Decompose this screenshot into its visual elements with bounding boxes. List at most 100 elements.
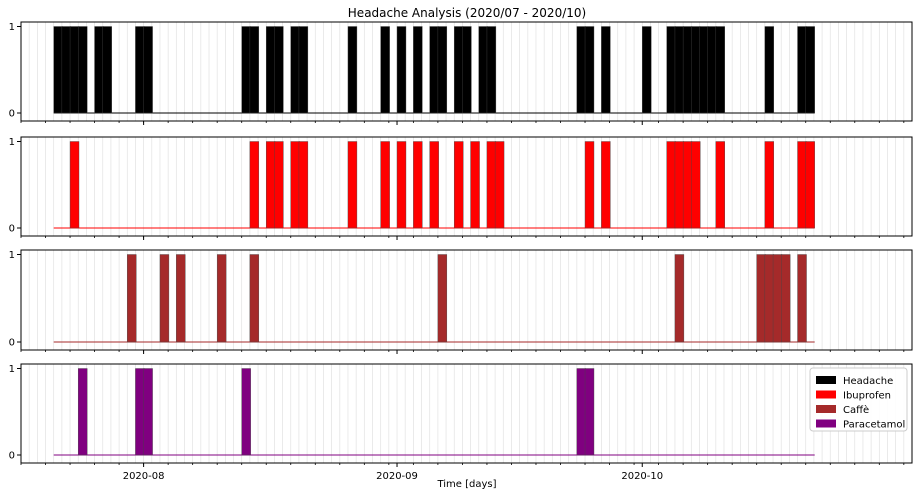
bar [764,141,775,229]
bar [584,141,595,229]
bar [216,254,227,343]
x-tick-label: 2020-10 [621,471,663,482]
bar [274,141,284,229]
bar [682,141,693,229]
panel-frame [20,136,913,237]
legend-swatch [816,419,836,428]
bar [781,254,791,343]
bar [805,141,815,229]
bar [159,254,170,343]
bar [437,26,448,114]
bar [143,26,153,114]
panel-4: 01 [9,363,913,467]
bar [454,141,464,229]
bar [715,141,725,229]
bar [699,26,709,114]
bar [241,368,251,456]
bar [298,141,309,229]
bar [682,26,693,114]
legend-label: Caffè [843,404,869,416]
bar [674,141,685,229]
panel-1: 01 [9,21,913,125]
bar [674,26,685,114]
chart-title: Headache Analysis (2020/07 - 2020/10) [348,6,586,20]
bar [249,141,260,229]
bar [486,141,497,229]
bar [274,26,284,114]
bar [805,26,815,114]
panel-frame [20,363,913,464]
bar [691,26,701,114]
legend-label: Ibuprofen [843,391,891,402]
bar [772,254,783,343]
x-axis: 2020-08 2020-09 2020-10 [123,471,663,482]
y-tick-label: 0 [9,338,15,349]
bar [53,26,63,114]
bar [249,254,260,343]
bar [94,26,104,114]
bar [127,254,137,343]
panel-frame [20,249,913,351]
y-tick-label: 1 [9,137,15,148]
legend: Headache Ibuprofen Caffè Paracetamol [809,367,908,432]
y-tick-label: 0 [9,451,15,462]
bar [584,26,595,114]
bar [396,26,407,114]
y-tick-label: 0 [9,224,15,235]
bar [666,26,676,114]
bar [601,26,611,114]
y-tick-label: 1 [9,364,15,375]
bar [69,26,80,114]
bar [78,26,88,114]
bar [380,141,390,229]
bar [396,141,407,229]
bar [584,368,595,456]
bar [797,141,807,229]
bar [429,141,439,229]
bar [691,141,701,229]
bar [266,26,276,114]
bar [135,368,145,456]
bar [454,26,464,114]
bar [249,26,260,114]
bar [674,254,685,343]
panel-2: 01 [9,136,913,240]
bar [764,254,775,343]
legend-label: Headache [843,376,893,387]
bar [756,254,766,343]
bar [61,26,72,114]
bar [707,26,717,114]
bar [494,141,505,229]
y-tick-label: 1 [9,22,15,33]
y-tick-label: 0 [9,109,15,120]
bar [290,26,300,114]
bar [347,26,358,114]
bar [413,141,423,229]
bar [143,368,153,456]
bar [69,141,80,229]
bar [437,254,448,343]
bar [576,368,586,456]
bar [176,254,186,343]
legend-swatch [816,405,836,413]
x-axis-label: Time [days] [436,479,496,490]
bar [601,141,611,229]
y-tick-label: 1 [9,250,15,261]
panel-frame [20,21,913,122]
bar [764,26,775,114]
bar [666,141,676,229]
bar [797,26,807,114]
legend-label: Paracetamol [843,420,905,431]
bar [429,26,439,114]
bar [576,26,586,114]
bar [78,368,88,456]
x-tick-label: 2020-09 [376,471,418,482]
bar [462,26,472,114]
bar [241,26,251,114]
x-tick-label: 2020-08 [123,471,165,482]
bar [298,26,309,114]
bar [347,141,358,229]
panel-3: 01 [9,249,913,354]
